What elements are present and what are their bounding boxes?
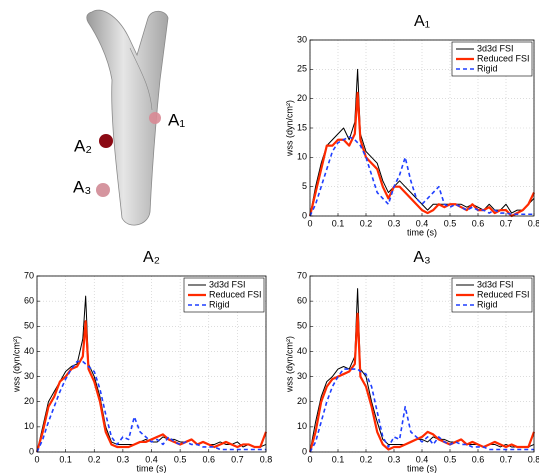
- plot-frame: [309, 39, 535, 217]
- x-tick-label: 0.2: [88, 454, 101, 464]
- chart-title: A₁: [414, 13, 430, 30]
- x-tick-label: 0.2: [360, 454, 373, 464]
- y-tick-label: 25: [297, 64, 307, 74]
- y-tick-label: 30: [297, 34, 307, 44]
- x-tick-label: 0.8: [528, 454, 539, 464]
- series-line: [308, 312, 536, 453]
- y-tick-label: 30: [24, 371, 34, 381]
- x-tick-label: 0.3: [117, 454, 130, 464]
- y-tick-label: 40: [297, 346, 307, 356]
- site-marker: [99, 134, 113, 148]
- legend-label: Reduced FSI: [477, 289, 530, 299]
- x-tick-label: 0.6: [202, 454, 215, 464]
- y-tick-label: 5: [302, 181, 307, 191]
- y-tick-label: 30: [297, 371, 307, 381]
- y-tick-label: 60: [297, 296, 307, 306]
- x-tick-label: 0.8: [528, 218, 539, 228]
- series-line: [36, 295, 267, 453]
- vessel-seam: [129, 47, 153, 111]
- y-tick-label: 60: [24, 296, 34, 306]
- x-tick-label: 0.5: [174, 454, 187, 464]
- y-tick-label: 0: [302, 446, 307, 456]
- legend-label: Reduced FSI: [209, 289, 262, 299]
- site-label: A₁: [168, 110, 185, 129]
- x-tick-label: 0.1: [332, 218, 345, 228]
- legend-label: 3d3d FSI: [477, 43, 514, 53]
- legend-label: Rigid: [477, 299, 498, 309]
- site-label: A₃: [73, 177, 91, 196]
- plot-frame: [309, 275, 535, 453]
- x-tick-label: 0.2: [360, 218, 373, 228]
- y-axis-label: wss (dyn/cm²): [284, 100, 294, 157]
- x-tick-label: 0.4: [416, 218, 429, 228]
- plot-frame: [36, 275, 267, 453]
- legend-label: 3d3d FSI: [209, 279, 246, 289]
- y-tick-label: 50: [24, 321, 34, 331]
- site-marker: [96, 183, 110, 197]
- x-tick-label: 0.5: [444, 454, 457, 464]
- x-tick-label: 0.7: [500, 218, 513, 228]
- y-tick-label: 20: [297, 93, 307, 103]
- y-tick-label: 20: [24, 396, 34, 406]
- y-axis-label: wss (dyn/cm²): [284, 336, 294, 393]
- y-tick-label: 0: [302, 210, 307, 220]
- x-tick-label: 0.1: [59, 454, 72, 464]
- x-tick-label: 0.7: [500, 454, 513, 464]
- legend-label: Rigid: [209, 299, 230, 309]
- vessel: [86, 9, 169, 226]
- y-tick-label: 10: [297, 152, 307, 162]
- x-tick-label: 0.3: [388, 454, 401, 464]
- legend-label: Rigid: [477, 63, 498, 73]
- x-tick-label: 0.7: [231, 454, 244, 464]
- y-tick-label: 10: [297, 421, 307, 431]
- x-axis-label: time (s): [407, 463, 437, 473]
- y-tick-label: 0: [29, 446, 34, 456]
- series-line: [309, 288, 535, 453]
- chart: A₂ 0 10 20 30 40 50 60 70 0 0.1 0.2 0.3 0.4 0.5 0.6 0.7 0…: [11, 249, 272, 473]
- y-tick-label: 70: [297, 270, 307, 280]
- chart: A₃ 0 10 20 30 40 50 60 70 0 0.1 0.2 0.3 0.4 0.5 0.6 0.7 0…: [284, 249, 539, 473]
- y-axis-label: wss (dyn/cm²): [11, 336, 21, 393]
- x-tick-label: 0.6: [472, 454, 485, 464]
- series-line: [35, 320, 268, 453]
- chart: A₁ 0 5 10 15 20 25 30 0 0.1 0.2 0.3 0.4 0.5 0.6 0.7 0.8 t…: [284, 13, 539, 237]
- legend-label: Reduced FSI: [477, 53, 530, 63]
- vessel-image: A₁ A₂ A₃: [73, 9, 185, 226]
- series-line: [309, 368, 534, 453]
- x-axis-label: time (s): [137, 463, 167, 473]
- x-tick-label: 0.4: [145, 454, 158, 464]
- x-tick-label: 0: [307, 454, 312, 464]
- series-line: [308, 91, 535, 218]
- x-tick-label: 0.3: [388, 218, 401, 228]
- y-tick-label: 20: [297, 396, 307, 406]
- y-tick-label: 15: [297, 122, 307, 132]
- x-tick-label: 0.1: [332, 454, 345, 464]
- y-tick-label: 70: [24, 270, 34, 280]
- x-axis-label: time (s): [407, 227, 437, 237]
- y-tick-label: 10: [24, 421, 34, 431]
- chart-title: A₂: [143, 249, 160, 266]
- site-marker: [149, 112, 161, 124]
- x-tick-label: 0: [34, 454, 39, 464]
- x-tick-label: 0: [307, 218, 312, 228]
- x-tick-label: 0.8: [260, 454, 273, 464]
- x-tick-label: 0.5: [444, 218, 457, 228]
- legend-label: 3d3d FSI: [477, 279, 514, 289]
- chart-title: A₃: [413, 249, 430, 266]
- x-tick-label: 0.6: [472, 218, 485, 228]
- site-label: A₂: [74, 136, 92, 155]
- series-line: [309, 136, 534, 217]
- y-tick-label: 50: [297, 321, 307, 331]
- x-tick-label: 0.4: [416, 454, 429, 464]
- y-tick-label: 40: [24, 346, 34, 356]
